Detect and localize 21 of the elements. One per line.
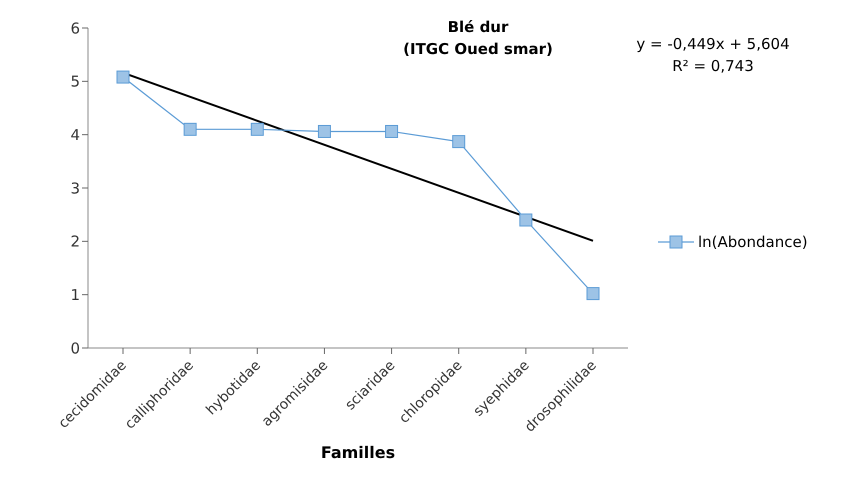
y-tick-label: 2 [70,232,80,251]
legend-label: ln(Abondance) [698,233,808,251]
y-tick-label: 6 [70,19,80,38]
point [452,135,466,148]
y-tick-label: 5 [70,72,80,91]
point [586,287,600,300]
y-tick-label: 0 [70,339,80,358]
point [519,214,532,226]
text: y = -0,449x + 5,604 [635,34,791,55]
point [184,122,197,136]
x-axis-title: Familles [320,443,396,462]
y-tick-label: 1 [70,286,80,304]
point [250,122,264,136]
point [116,70,130,84]
y-tick-label: 3 [70,179,80,198]
text: (ITGC Oued smar) [402,39,554,60]
chart-title: Blé dur [446,17,510,38]
point [385,124,398,138]
y-tick-label: 4 [70,126,80,144]
point [318,124,331,138]
text: R² = 0,743 [671,56,755,77]
